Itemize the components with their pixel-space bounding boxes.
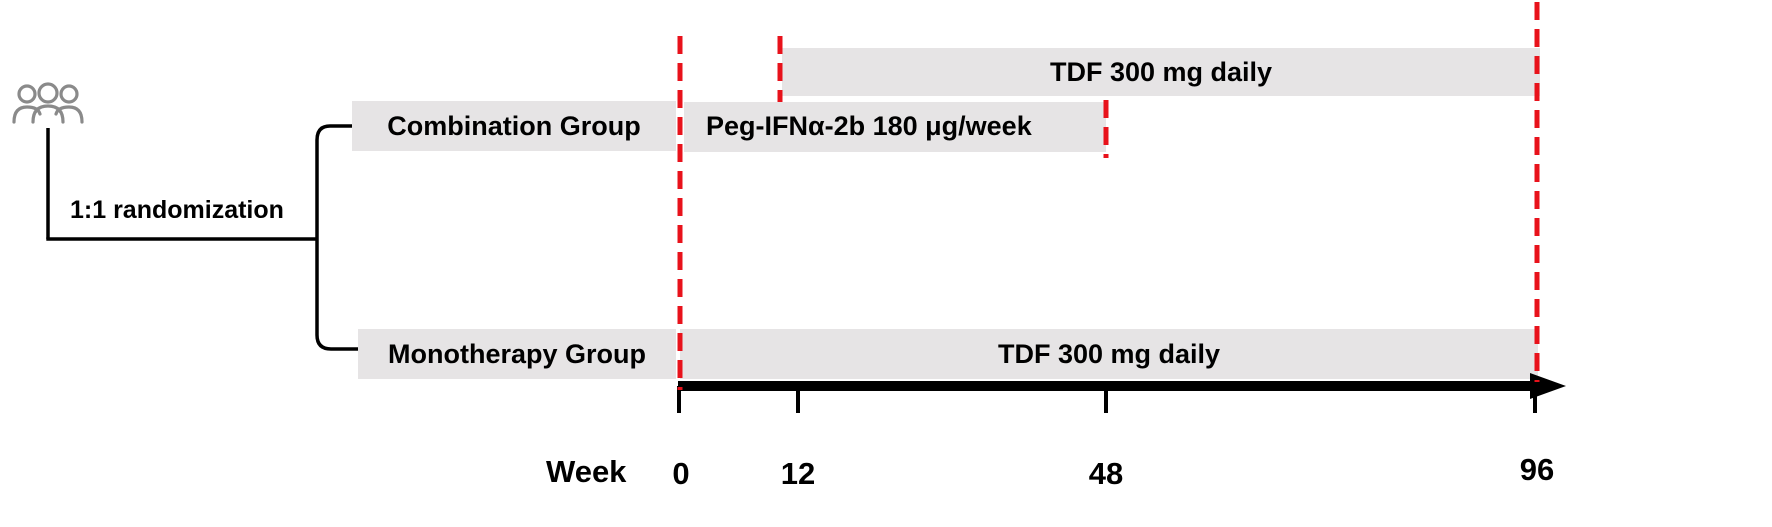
combination-tdf-label: TDF 300 mg daily — [1049, 56, 1273, 87]
timepoint-markers — [677, 2, 1540, 390]
combination-group-label: Combination Group — [387, 110, 641, 141]
randomization-connector — [46, 124, 358, 351]
tick-label-48: 48 — [1088, 456, 1124, 491]
tick-label-0: 0 — [672, 456, 690, 491]
tick-label-12: 12 — [780, 456, 816, 491]
people-group-icon — [12, 82, 84, 124]
randomization-label: 1:1 randomization — [70, 196, 284, 224]
tick-label-96: 96 — [1519, 452, 1555, 487]
monotherapy-group-bar — [358, 329, 676, 379]
peg-ifn-bar — [684, 102, 1106, 152]
monotherapy-tdf-bar — [680, 329, 1538, 379]
combination-group-bar — [352, 101, 676, 151]
timeline-ticks — [677, 386, 1537, 413]
timeline-axis — [678, 373, 1566, 399]
week-axis-label: Week — [546, 454, 627, 489]
peg-ifn-label: Peg-IFNα-2b 180 μg/week — [706, 111, 1032, 141]
combination-tdf-bar — [782, 48, 1540, 96]
monotherapy-tdf-label: TDF 300 mg daily — [997, 338, 1221, 369]
timeline-arrowhead — [1530, 373, 1566, 399]
monotherapy-group-label: Monotherapy Group — [388, 338, 646, 369]
